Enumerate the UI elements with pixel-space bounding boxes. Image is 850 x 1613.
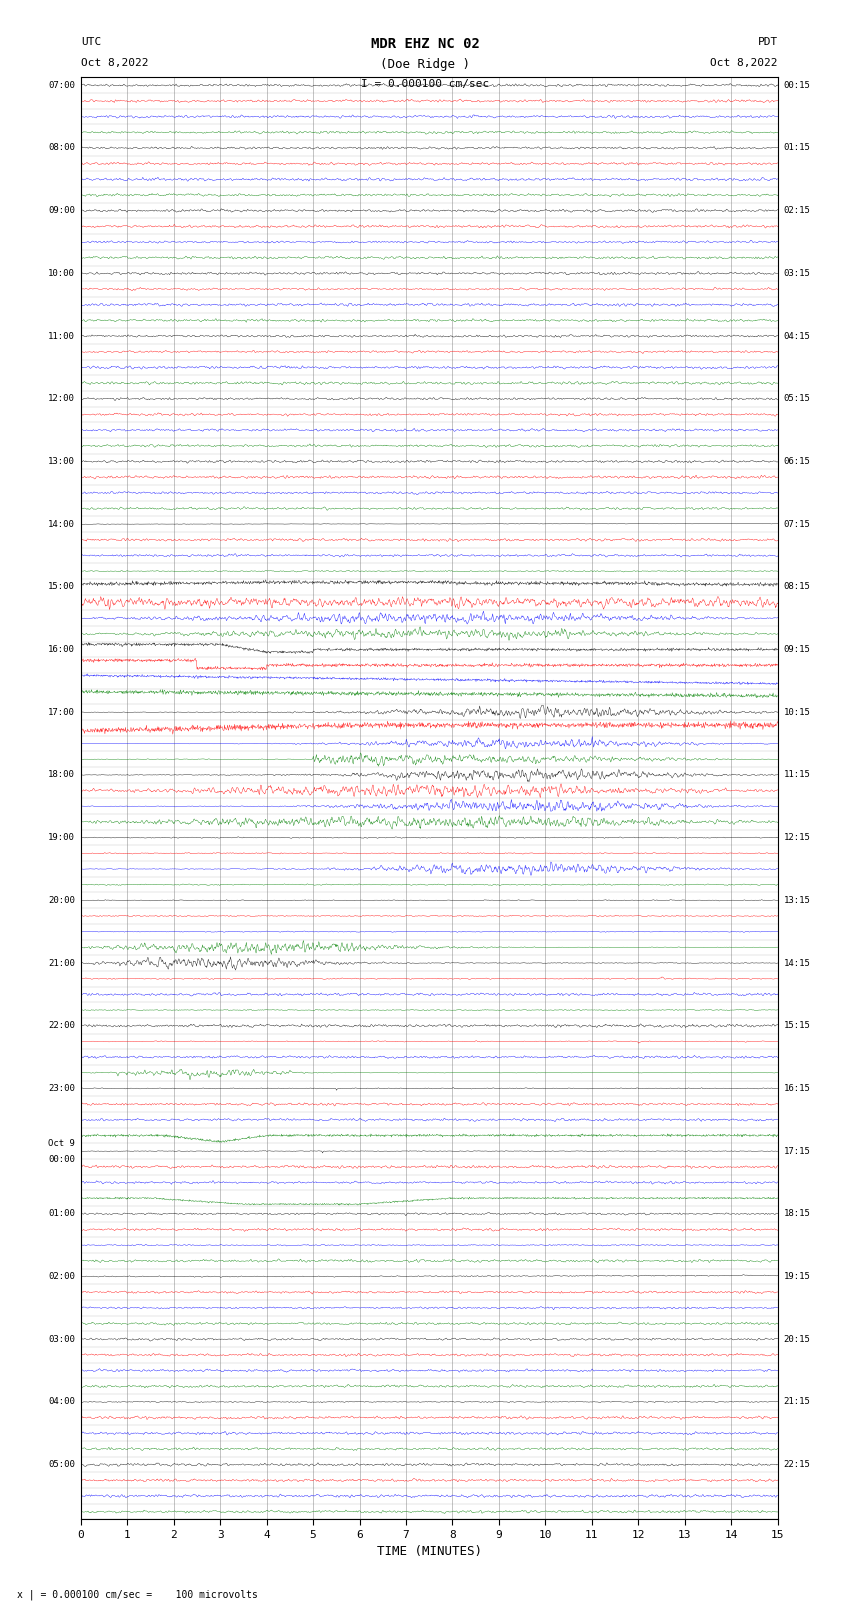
Text: 19:00: 19:00 xyxy=(48,834,75,842)
Text: MDR EHZ NC 02: MDR EHZ NC 02 xyxy=(371,37,479,52)
Text: 09:00: 09:00 xyxy=(48,206,75,215)
Text: 00:00: 00:00 xyxy=(48,1155,75,1163)
Text: 22:15: 22:15 xyxy=(784,1460,811,1469)
Text: 20:00: 20:00 xyxy=(48,895,75,905)
Text: (Doe Ridge ): (Doe Ridge ) xyxy=(380,58,470,71)
Text: 11:15: 11:15 xyxy=(784,771,811,779)
Text: 04:15: 04:15 xyxy=(784,332,811,340)
Text: 12:15: 12:15 xyxy=(784,834,811,842)
Text: 09:15: 09:15 xyxy=(784,645,811,653)
Text: 18:15: 18:15 xyxy=(784,1210,811,1218)
Text: 14:00: 14:00 xyxy=(48,519,75,529)
Text: 14:15: 14:15 xyxy=(784,958,811,968)
Text: 07:15: 07:15 xyxy=(784,519,811,529)
Text: 21:00: 21:00 xyxy=(48,958,75,968)
Text: UTC: UTC xyxy=(81,37,101,47)
Text: 01:15: 01:15 xyxy=(784,144,811,153)
Text: 22:00: 22:00 xyxy=(48,1021,75,1031)
Text: 03:15: 03:15 xyxy=(784,269,811,277)
Text: x | = 0.000100 cm/sec =    100 microvolts: x | = 0.000100 cm/sec = 100 microvolts xyxy=(17,1589,258,1600)
Text: 00:15: 00:15 xyxy=(784,81,811,90)
Text: 10:00: 10:00 xyxy=(48,269,75,277)
Text: Oct 9: Oct 9 xyxy=(48,1139,75,1147)
Text: 13:15: 13:15 xyxy=(784,895,811,905)
Text: 10:15: 10:15 xyxy=(784,708,811,716)
Text: 16:00: 16:00 xyxy=(48,645,75,653)
Text: 04:00: 04:00 xyxy=(48,1397,75,1407)
Text: 13:00: 13:00 xyxy=(48,456,75,466)
Text: 02:00: 02:00 xyxy=(48,1273,75,1281)
Text: Oct 8,2022: Oct 8,2022 xyxy=(81,58,148,68)
Text: 16:15: 16:15 xyxy=(784,1084,811,1094)
Text: 03:00: 03:00 xyxy=(48,1334,75,1344)
Text: PDT: PDT xyxy=(757,37,778,47)
Text: Oct 8,2022: Oct 8,2022 xyxy=(711,58,778,68)
Text: 20:15: 20:15 xyxy=(784,1334,811,1344)
Text: 11:00: 11:00 xyxy=(48,332,75,340)
Text: 08:00: 08:00 xyxy=(48,144,75,153)
Text: 01:00: 01:00 xyxy=(48,1210,75,1218)
Text: 19:15: 19:15 xyxy=(784,1273,811,1281)
Text: 12:00: 12:00 xyxy=(48,394,75,403)
Text: 15:00: 15:00 xyxy=(48,582,75,592)
Text: 17:00: 17:00 xyxy=(48,708,75,716)
Text: 05:00: 05:00 xyxy=(48,1460,75,1469)
Text: 06:15: 06:15 xyxy=(784,456,811,466)
X-axis label: TIME (MINUTES): TIME (MINUTES) xyxy=(377,1545,482,1558)
Text: I = 0.000100 cm/sec: I = 0.000100 cm/sec xyxy=(361,79,489,89)
Text: 17:15: 17:15 xyxy=(784,1147,811,1155)
Text: 18:00: 18:00 xyxy=(48,771,75,779)
Text: 23:00: 23:00 xyxy=(48,1084,75,1094)
Text: 15:15: 15:15 xyxy=(784,1021,811,1031)
Text: 07:00: 07:00 xyxy=(48,81,75,90)
Text: 02:15: 02:15 xyxy=(784,206,811,215)
Text: 05:15: 05:15 xyxy=(784,394,811,403)
Text: 08:15: 08:15 xyxy=(784,582,811,592)
Text: 21:15: 21:15 xyxy=(784,1397,811,1407)
